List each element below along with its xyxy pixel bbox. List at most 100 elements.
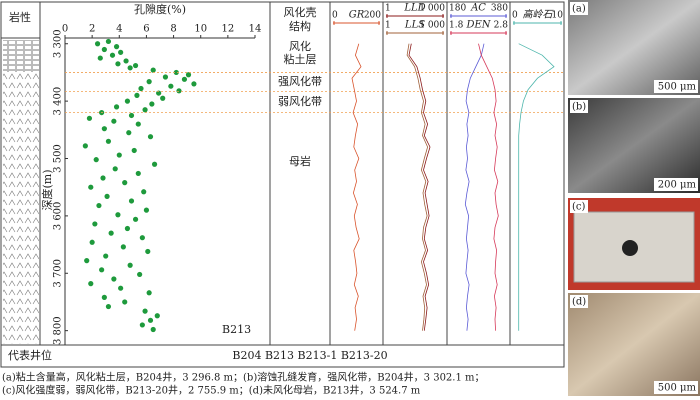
data-point [116, 152, 122, 158]
log-name: LLD [403, 3, 425, 14]
x-tick-label: 4 [116, 24, 122, 35]
photo-image [568, 293, 700, 396]
zone-label: 风化 [289, 39, 311, 53]
chart-title: 孔隙度(%) [134, 2, 186, 16]
x-tick-label: 2 [89, 24, 95, 35]
x-tick-label: 8 [170, 24, 176, 35]
x-tick-label: 10 [194, 24, 207, 35]
data-point [141, 189, 147, 195]
structure-header: 风化壳 [284, 5, 317, 19]
photo-image [568, 98, 700, 193]
data-point [139, 322, 145, 328]
y-tick-label: 3 700 [53, 259, 64, 288]
data-point [123, 58, 129, 64]
data-point [94, 41, 101, 47]
well-row-label: 代表井位 [8, 348, 52, 362]
scale-label: 200 μm [658, 180, 697, 191]
data-point [131, 147, 137, 154]
data-point [113, 104, 120, 110]
data-point [88, 184, 94, 190]
data-point [105, 38, 112, 45]
log-tick-label: 0 [512, 11, 518, 21]
data-point [111, 276, 117, 282]
frame [0, 1, 565, 368]
scale-label: 500 μm [658, 82, 697, 93]
data-point [181, 76, 188, 82]
data-point [86, 115, 93, 121]
data-point [176, 88, 182, 94]
well-list: B204 B213 B213-1 B213-20 [232, 349, 387, 362]
data-point [143, 207, 150, 213]
data-point [168, 83, 174, 89]
photo: (a) 500 μm [568, 0, 700, 95]
scale-bg [654, 381, 698, 394]
caption-line: (c)风化强度弱，弱风化带，B213-20井，2 755.9 m；(d)未风化母… [2, 384, 421, 397]
data-point [137, 271, 143, 278]
x-tick-label: 6 [143, 24, 149, 35]
data-point [128, 198, 135, 204]
scale-label: 500 μm [658, 383, 697, 394]
structure-header: 结构 [289, 19, 311, 33]
data-point [132, 62, 139, 69]
photo-label: (b) [572, 102, 586, 113]
data-point [146, 290, 152, 296]
data-point [118, 285, 124, 291]
log-tick-label: 1 [385, 21, 391, 31]
log-curve [406, 43, 429, 331]
photo-image [568, 0, 700, 95]
photo-label-bg [570, 2, 588, 15]
data-point [162, 74, 169, 80]
data-point [142, 308, 148, 314]
data-point [112, 166, 118, 172]
data-point [120, 244, 126, 250]
data-point [101, 294, 107, 300]
log-curve [518, 43, 555, 331]
log-curve [464, 43, 485, 331]
data-point [138, 85, 144, 92]
data-point [111, 118, 117, 124]
y-tick-label: 3 600 [53, 202, 64, 231]
log-name: 高岭石 [523, 9, 555, 21]
data-point [88, 281, 94, 287]
data-point [122, 299, 128, 305]
data-point [93, 157, 99, 163]
scale-bg [654, 80, 698, 93]
zone-label: 弱风化带 [278, 94, 322, 108]
log-tick-label: 1 000 [419, 21, 445, 31]
data-point [127, 262, 133, 268]
lithology-header: 岩性 [9, 10, 31, 24]
data-point [149, 101, 155, 107]
data-point [84, 258, 90, 264]
log-tick-label: 180 [449, 4, 466, 14]
data-point [146, 79, 152, 85]
x-tick-label: 12 [221, 24, 234, 35]
series-label: B213 [222, 323, 251, 336]
data-point [160, 95, 166, 101]
log-tick-label: 2.8 [494, 21, 509, 31]
data-point [100, 175, 106, 181]
data-point [134, 92, 140, 98]
photo-label-bg [570, 100, 588, 113]
data-point [127, 65, 133, 71]
photo-label: (d) [572, 297, 586, 308]
x-tick-label: 0 [62, 24, 68, 35]
log-tick-label: 10 [552, 11, 564, 21]
data-point [135, 121, 141, 127]
main-panel: 岩性 风化壳 结构 代表井位 B204 B213 B213-1 B213-20 … [0, 1, 565, 397]
data-point [124, 98, 131, 104]
log-name: AC [470, 3, 486, 14]
photo: (d) 500 μm [568, 293, 700, 396]
data-point [147, 134, 154, 140]
data-point [124, 225, 131, 232]
data-point [113, 44, 120, 50]
data-point [99, 267, 105, 273]
y-axis-label: 深度(m) [40, 169, 54, 210]
zone-label: 母岩 [289, 154, 311, 168]
data-point [108, 230, 114, 236]
caption-line: (a)粘土含量高，风化粘土层，B204井，3 296.8 m；(b)溶蚀孔缝发育… [2, 371, 485, 384]
data-point [104, 193, 110, 199]
data-point [105, 138, 112, 144]
data-point [139, 235, 145, 241]
data-point [132, 216, 139, 222]
